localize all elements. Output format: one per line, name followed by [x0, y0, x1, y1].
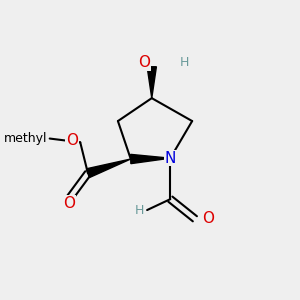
Text: O: O — [66, 134, 78, 148]
Polygon shape — [86, 159, 131, 178]
Polygon shape — [130, 154, 170, 164]
Text: H: H — [135, 203, 144, 217]
Text: H: H — [179, 56, 189, 69]
Text: methyl: methyl — [4, 132, 47, 145]
Text: O: O — [202, 211, 214, 226]
Text: O: O — [138, 55, 150, 70]
Polygon shape — [147, 67, 156, 98]
Text: O: O — [63, 196, 75, 211]
Text: N: N — [165, 151, 176, 166]
